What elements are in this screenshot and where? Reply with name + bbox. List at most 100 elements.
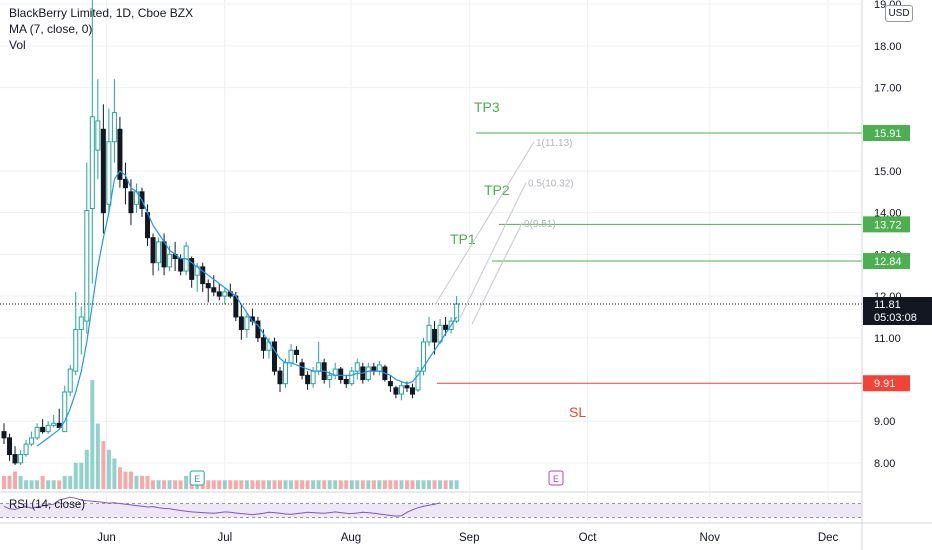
volume-bar (300, 480, 305, 489)
volume-indicator-label[interactable]: Vol (9, 38, 26, 52)
volume-bar (184, 475, 189, 489)
candle-body (34, 426, 40, 439)
price-tick-label: 17.00 (874, 83, 902, 95)
volume-bar (68, 475, 73, 489)
price-tick-label: 9.00 (874, 416, 895, 428)
ma-indicator-label[interactable]: MA (7, close, 0) (9, 22, 93, 36)
volume-bar (371, 480, 376, 489)
candle-body (45, 424, 51, 433)
candle-body (7, 437, 13, 456)
volume-bar (84, 449, 89, 489)
level-value-text: 9.91 (874, 378, 895, 390)
fib-level-label: 0.5(10.32) (528, 179, 574, 190)
candle-body (310, 370, 316, 385)
last-price-badge (863, 297, 932, 326)
volume-bar (311, 480, 316, 489)
volume-bar (250, 480, 255, 489)
time-tick-label: Dec (818, 532, 839, 544)
price-tick-label: 8.00 (874, 458, 895, 470)
candle-body (106, 141, 112, 205)
earnings-marker (189, 470, 205, 486)
volume-bar (57, 480, 62, 489)
candle-body (78, 316, 84, 330)
last-price-value: 11.81 (874, 299, 901, 311)
candle-body (205, 283, 211, 289)
earnings-marker-label: E (194, 474, 200, 484)
volume-bar (206, 480, 211, 489)
candle-body (349, 370, 355, 385)
candle-body (432, 328, 438, 343)
candle-body (354, 362, 360, 372)
volume-bar (217, 480, 222, 489)
candle-body (211, 287, 217, 293)
level-label: TP1 (450, 231, 476, 247)
level-label: TP3 (474, 99, 500, 115)
candle-body (443, 324, 449, 330)
volume-bar (173, 480, 178, 489)
volume-bars (2, 380, 459, 489)
candle-body (62, 391, 68, 433)
volume-bar (355, 480, 360, 489)
level-value-text: 12.84 (874, 256, 902, 268)
time-tick-label: Jul (217, 532, 232, 544)
volume-bar (360, 480, 365, 489)
volume-bar (140, 475, 144, 489)
candle-body (18, 454, 24, 464)
candle-body (128, 191, 134, 214)
volume-bar (255, 480, 260, 489)
candle-body (244, 316, 250, 330)
price-axis[interactable]: 8.009.0011.0012.0013.0014.0015.0017.0018… (861, 0, 932, 550)
candle-body (271, 341, 277, 372)
volume-bar (46, 480, 51, 489)
volume-bar (13, 471, 18, 489)
volume-bar (244, 480, 249, 489)
level-value-text: 15.91 (874, 128, 902, 140)
candle-body (238, 316, 244, 330)
candle-body (398, 385, 404, 395)
candle-body (294, 349, 300, 355)
rsi-pane (0, 496, 862, 518)
candle-body (283, 362, 289, 385)
candle-body (161, 241, 167, 268)
chart-title: BlackBerry Limited, 1D, Cboe BZX (9, 6, 194, 20)
currency-button[interactable]: USD (885, 5, 913, 22)
volume-bar (128, 471, 133, 489)
candle-body (150, 237, 156, 264)
ma-line (36, 170, 458, 447)
volume-bar (305, 480, 310, 489)
annotations: TP3 TP2 TP1 SL 1(11.13) 0.5(10.32) 0(9.51) E E (0, 99, 862, 486)
candle-body (89, 116, 95, 210)
price-tick-label: 18.00 (874, 41, 902, 53)
volume-bar (261, 480, 266, 489)
volume-bar (95, 423, 100, 489)
volume-bar (73, 462, 78, 489)
candle-body (23, 443, 29, 456)
candle-body (426, 324, 432, 343)
rsi-line (3, 496, 441, 517)
volume-bar (156, 480, 161, 489)
candle-body (327, 374, 333, 380)
fib-trend-line (471, 222, 523, 325)
volume-bar (283, 480, 288, 489)
candle-body (111, 112, 117, 143)
volume-bar (388, 480, 393, 489)
volume-bar (438, 480, 443, 489)
volume-bar (327, 480, 332, 489)
candle-body (421, 341, 427, 372)
volume-bar (272, 480, 277, 489)
volume-bar (294, 480, 299, 489)
time-axis[interactable]: Jun Jul Aug Sep Oct Nov Dec (97, 532, 838, 544)
rsi-band (0, 503, 862, 518)
volume-bar (24, 480, 29, 489)
candle-body (393, 387, 399, 395)
candle-body (222, 291, 228, 297)
candle-body (376, 364, 382, 372)
candle-body (305, 374, 311, 385)
rsi-indicator-label[interactable]: RSI (14, close) (9, 499, 86, 511)
volume-bar (117, 467, 122, 489)
volume-bar (62, 475, 67, 489)
volume-bar (449, 480, 454, 489)
candle-body (260, 337, 266, 351)
candle-body (122, 178, 128, 189)
